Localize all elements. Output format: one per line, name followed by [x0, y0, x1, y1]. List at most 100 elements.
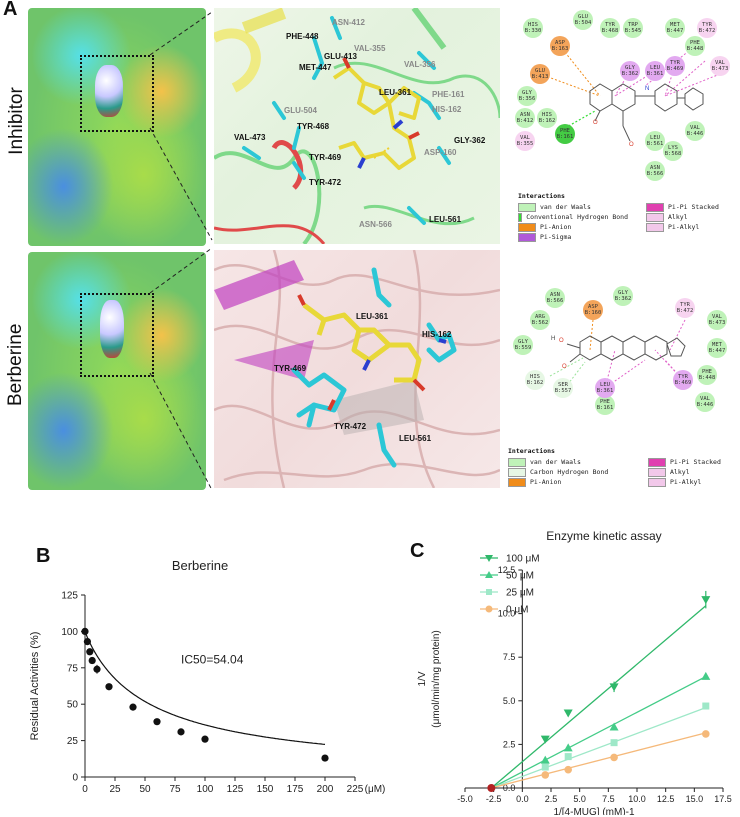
x-tick-label: 17.5 — [714, 794, 732, 804]
legend-item: van der Waals — [518, 202, 628, 212]
legend-item: Carbon Hydrogen Bond — [508, 467, 618, 477]
data-point — [609, 722, 619, 731]
res-label: TYR-469 — [309, 153, 342, 162]
y-axis-label-2: (μmol/min/mg protein) — [431, 630, 442, 727]
residue-node: LEU B:561 — [645, 131, 665, 151]
legend-title: Interactions — [508, 447, 555, 455]
ic50-chart: Berberine 0 25 50 75 100 125 150 175 200 225 (μM) 0 2… — [29, 558, 385, 795]
data-point — [129, 703, 137, 711]
residue-node: ASN B:566 — [545, 288, 565, 308]
y-tick-label: 125 — [61, 591, 78, 602]
res-label: LEU-361 — [356, 312, 389, 321]
residue-node: VAL B:473 — [710, 56, 730, 76]
residue-node: VAL B:446 — [685, 121, 705, 141]
data-point — [177, 728, 185, 736]
y-tick-label: 100 — [61, 627, 78, 638]
berberine-3d-binding-view: LEU-361 HIS-162 TYR-469 TYR-472 LEU-561 — [214, 250, 500, 488]
legend-marker — [485, 555, 493, 562]
panel-c-letter: C — [410, 540, 425, 562]
berberine-legend: Interactions van der Waals Carbon Hydrog… — [508, 447, 730, 495]
residue-node: HIS B:162 — [537, 108, 557, 128]
data-point — [540, 755, 550, 764]
y-tick-label: 25 — [67, 736, 79, 747]
y-axis-label: 1/V — [417, 671, 428, 686]
residue-node: TYR B:469 — [665, 56, 685, 76]
x-tick-label: 12.5 — [657, 794, 675, 804]
residue-node: PHE B:448 — [685, 36, 705, 56]
legend-item: Alkyl — [646, 212, 719, 222]
inhibitor-2d-bonds: O O N — [539, 45, 721, 148]
x-tick-label: 2.5 — [545, 794, 558, 804]
residue-node: HIS B:162 — [525, 370, 545, 390]
x-tick-label: -2.5 — [486, 794, 502, 804]
legend-item: Pi-Sigma — [518, 232, 628, 242]
y-tick-label: 10.0 — [498, 609, 516, 619]
series-line — [491, 732, 706, 789]
residue-node: GLY B:559 — [513, 335, 533, 355]
x-axis-label: 1/[4-MUG] (mM)-1 — [553, 807, 635, 815]
chart-title: Berberine — [172, 558, 228, 573]
res-label: HIS-162 — [422, 330, 452, 339]
x-tick-label: 225 — [347, 784, 364, 795]
x-tick-label: 100 — [197, 784, 214, 795]
berberine-2d-interaction-diagram: O O H ASN B:566 ASP B:160 GLY B:362 TYR B:4… — [505, 280, 737, 440]
res-label: ASP-160 — [424, 148, 457, 157]
series-line — [490, 605, 707, 789]
inhibitor-protein-surface — [28, 8, 206, 246]
data-point — [540, 735, 550, 744]
berberine-protein-surface — [28, 252, 206, 490]
data-point — [563, 743, 573, 752]
residue-node: GLY B:362 — [613, 286, 633, 306]
residue-node: PHE B:161 — [595, 395, 615, 415]
data-point — [563, 709, 573, 718]
data-point — [564, 753, 572, 761]
residue-node: ARG B:562 — [530, 310, 550, 330]
svg-text:O: O — [593, 120, 598, 126]
residue-node: LEU B:361 — [595, 378, 615, 398]
residue-node: MET B:447 — [665, 18, 685, 38]
panel-a-letter: A — [3, 0, 18, 20]
svg-text:O: O — [562, 364, 567, 370]
kinetic-chart: Enzyme kinetic assay-5.0 -2.5 0.0 2.5 5.0 7.5… — [417, 529, 732, 815]
series-line — [491, 706, 707, 789]
y-tick-label: 12.5 — [498, 565, 516, 575]
legend-item: Conventional Hydrogen Bond — [518, 212, 628, 222]
svg-text:N: N — [645, 86, 649, 92]
legend-label: 100 μM — [506, 554, 540, 565]
y-tick-label: 0 — [72, 773, 78, 784]
svg-text:O: O — [559, 338, 564, 344]
residue-node: PHE B:161 — [555, 124, 575, 144]
res-label: TYR-472 — [334, 422, 367, 431]
x-tick-label: 150 — [257, 784, 274, 795]
residue-node: TYR B:469 — [673, 370, 693, 390]
x-tick-label: 7.5 — [602, 794, 615, 804]
residue-node: ASP B:160 — [583, 300, 603, 320]
x-tick-label: 50 — [139, 784, 151, 795]
residue-node: LYS B:568 — [663, 141, 683, 161]
berberine-3d-structure — [214, 250, 500, 488]
data-point — [83, 637, 91, 646]
res-label: ASN-412 — [332, 18, 365, 27]
res-label: GLY-362 — [454, 136, 486, 145]
res-label: PHE-448 — [286, 32, 319, 41]
y-tick-label: 0.0 — [503, 783, 516, 793]
residue-node: MET B:447 — [707, 338, 727, 358]
x-tick-label: 15.0 — [686, 794, 704, 804]
legend-item: Pi-Pi Stacked — [648, 457, 721, 467]
residue-node: ASP B:163 — [550, 36, 570, 56]
data-point — [702, 702, 710, 710]
chart-title: Enzyme kinetic assay — [546, 529, 661, 543]
residue-node: GLU B:504 — [573, 10, 593, 30]
res-label: GLU-413 — [324, 52, 357, 61]
inhibitor-binding-site-box — [80, 55, 154, 132]
inhibitor-ligand-spheres — [95, 65, 123, 117]
legend-label: 0 μM — [506, 605, 528, 616]
data-point — [541, 763, 549, 771]
data-point — [81, 627, 89, 635]
x-tick-label: 75 — [169, 784, 181, 795]
y-tick-label: 7.5 — [503, 652, 516, 662]
fit-curve — [84, 631, 326, 745]
legend-item: Pi-Pi Stacked — [646, 202, 719, 212]
res-label: LEU-561 — [399, 434, 432, 443]
residue-node: TYR B:468 — [600, 18, 620, 38]
